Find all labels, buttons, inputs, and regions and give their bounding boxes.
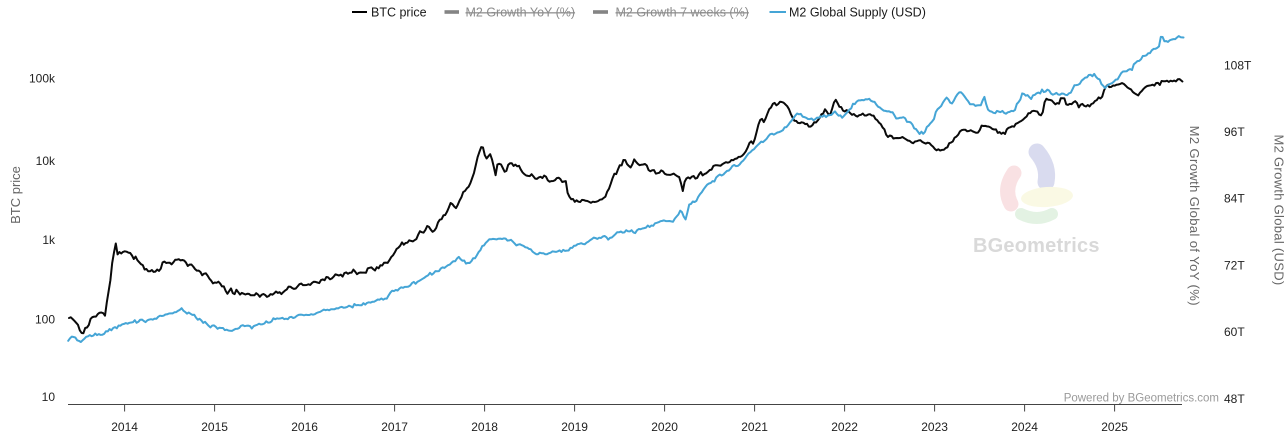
svg-text:72T: 72T xyxy=(1224,258,1245,272)
svg-text:M2 Global Supply (USD): M2 Global Supply (USD) xyxy=(789,6,926,20)
svg-text:48T: 48T xyxy=(1224,392,1245,406)
svg-text:10: 10 xyxy=(42,390,56,404)
svg-text:M2 Growth Global (USD): M2 Growth Global (USD) xyxy=(1272,134,1287,285)
svg-text:60T: 60T xyxy=(1224,325,1245,339)
svg-text:M2 Growth Global of YoY (%): M2 Growth Global of YoY (%) xyxy=(1187,126,1202,306)
svg-text:96T: 96T xyxy=(1224,125,1245,139)
svg-text:M2 Growth 7 weeks (%): M2 Growth 7 weeks (%) xyxy=(616,6,749,20)
svg-text:BTC price: BTC price xyxy=(8,166,23,224)
svg-text:2020: 2020 xyxy=(651,420,678,434)
svg-text:BTC price: BTC price xyxy=(371,6,427,20)
svg-text:2014: 2014 xyxy=(111,420,138,434)
svg-text:2019: 2019 xyxy=(561,420,588,434)
svg-text:100k: 100k xyxy=(29,71,56,85)
svg-text:2024: 2024 xyxy=(1011,420,1038,434)
svg-text:2016: 2016 xyxy=(291,420,318,434)
svg-text:100: 100 xyxy=(35,312,55,326)
svg-text:2023: 2023 xyxy=(921,420,948,434)
svg-text:2018: 2018 xyxy=(471,420,498,434)
svg-text:BGeometrics: BGeometrics xyxy=(973,235,1100,257)
svg-text:10k: 10k xyxy=(36,154,56,168)
svg-text:M2 Growth YoY (%): M2 Growth YoY (%) xyxy=(466,6,576,20)
svg-text:84T: 84T xyxy=(1224,192,1245,206)
svg-text:108T: 108T xyxy=(1224,58,1252,72)
svg-text:Powered by BGeometrics.com: Powered by BGeometrics.com xyxy=(1064,393,1219,405)
svg-text:2015: 2015 xyxy=(201,420,228,434)
svg-text:2021: 2021 xyxy=(741,420,768,434)
svg-text:2025: 2025 xyxy=(1101,420,1128,434)
svg-text:1k: 1k xyxy=(42,233,56,247)
svg-text:2022: 2022 xyxy=(831,420,858,434)
svg-text:2017: 2017 xyxy=(381,420,408,434)
